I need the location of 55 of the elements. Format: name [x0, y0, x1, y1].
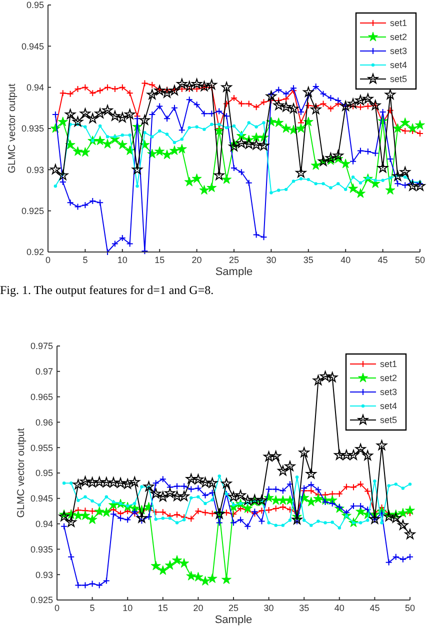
legend-label: set3 — [380, 387, 398, 398]
x-tick-label: 10 — [117, 255, 128, 265]
x-tick-label: 50 — [414, 255, 426, 265]
y-tick-label: 0.92 — [26, 247, 44, 258]
y-tick-label: 0.93 — [26, 164, 44, 175]
legend-label: set2 — [390, 32, 408, 42]
y-tick-label: 0.925 — [30, 595, 53, 606]
y-tick-label: 0.935 — [21, 124, 44, 134]
x-tick-label: 45 — [378, 255, 388, 265]
y-axis-title: GLMC vector output — [16, 428, 27, 518]
legend-label: set5 — [380, 415, 398, 426]
legend-label: set2 — [380, 373, 398, 384]
x-tick-label: 20 — [192, 255, 202, 265]
x-axis-title: Sample — [214, 614, 252, 626]
y-tick-label: 0.94 — [35, 518, 53, 529]
x-tick-label: 50 — [404, 603, 416, 613]
y-tick-label: 0.925 — [21, 206, 44, 216]
x-tick-label: 20 — [193, 603, 204, 613]
legend-label: set1 — [390, 18, 408, 28]
x-tick-label: 15 — [158, 603, 168, 613]
legend-label: set1 — [380, 359, 398, 370]
y-tick-label: 0.945 — [21, 41, 44, 52]
x-tick-label: 40 — [340, 255, 351, 265]
caption: Fig. 1. The output features for d=1 and G=8. — [0, 283, 214, 297]
y-tick-label: 0.97 — [35, 366, 53, 377]
x-tick-label: 25 — [228, 255, 240, 265]
y-tick-label: 0.96 — [35, 417, 53, 428]
x-tick-label: 0 — [45, 255, 51, 265]
x-tick-label: 15 — [154, 255, 165, 265]
x-tick-label: 45 — [370, 603, 380, 613]
x-tick-label: 0 — [54, 603, 60, 613]
y-tick-label: 0.95 — [26, 0, 44, 10]
legend-label: set4 — [380, 401, 398, 412]
x-tick-label: 25 — [228, 603, 239, 613]
x-axis-title: Sample — [215, 266, 253, 278]
legend-label: set3 — [390, 46, 408, 56]
legend-label: set5 — [390, 74, 408, 84]
y-tick-label: 0.94 — [26, 82, 44, 92]
y-tick-label: 0.935 — [30, 544, 53, 554]
x-tick-label: 5 — [82, 255, 88, 265]
y-axis-title: GLMC vector output — [7, 84, 18, 174]
x-tick-label: 10 — [122, 603, 133, 613]
x-tick-label: 40 — [334, 603, 344, 613]
y-tick-label: 0.93 — [35, 570, 53, 580]
legend-label: set4 — [390, 60, 408, 70]
x-tick-label: 30 — [266, 255, 276, 265]
y-tick-label: 0.945 — [30, 494, 53, 504]
y-tick-label: 0.955 — [30, 442, 53, 453]
x-tick-label: 35 — [303, 255, 314, 265]
x-tick-label: 30 — [264, 603, 274, 613]
x-tick-label: 5 — [90, 603, 95, 613]
y-tick-label: 0.95 — [35, 468, 53, 478]
x-tick-label: 35 — [299, 603, 310, 613]
y-tick-label: 0.975 — [30, 341, 53, 352]
y-tick-label: 0.965 — [30, 392, 53, 402]
